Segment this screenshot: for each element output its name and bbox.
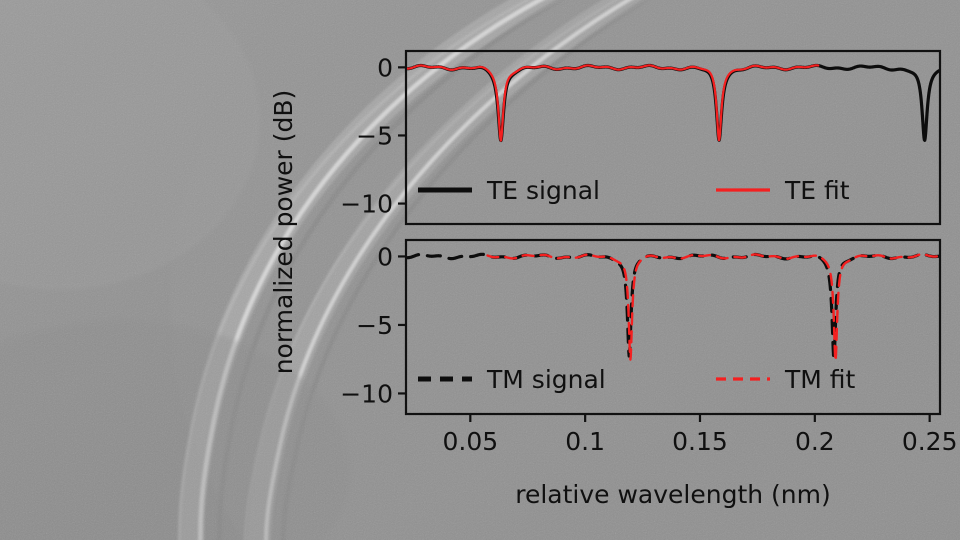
x-tick-label: 0.1 <box>565 427 605 456</box>
spectrum-trace <box>407 252 939 360</box>
y-tick-label: −5 <box>356 311 393 340</box>
x-tick-label: 0.15 <box>672 427 728 456</box>
spectrum-trace <box>486 253 939 362</box>
legend-label: TM signal <box>486 365 606 394</box>
legend-label: TE fit <box>784 176 850 205</box>
y-tick-label: −10 <box>340 190 393 219</box>
x-axis-ticks: 0.05 0.1 0.15 0.2 0.25 <box>442 414 958 456</box>
legend-label: TE signal <box>486 176 600 205</box>
panel-te: 0 −5 −10 TE signal TE fit <box>340 49 942 226</box>
x-tick-label: 0.05 <box>442 427 498 456</box>
x-axis-label: relative wavelength (nm) <box>515 480 831 509</box>
x-tick-label: 0.25 <box>902 427 958 456</box>
spectrum-trace <box>407 64 820 142</box>
y-axis-label: normalized power (dB) <box>269 90 298 375</box>
legend-label: TM fit <box>784 365 856 394</box>
spectrum-trace <box>407 63 939 143</box>
axes-frame <box>404 49 942 226</box>
y-tick-label: 0 <box>377 242 393 271</box>
panel-tm: 0 −5 −10 TM signal TM fit <box>340 238 942 416</box>
y-tick-label: 0 <box>377 53 393 82</box>
y-tick-label: −5 <box>356 121 393 150</box>
y-tick-label: −10 <box>340 379 393 408</box>
axes-frame <box>404 238 942 416</box>
x-tick-label: 0.2 <box>795 427 835 456</box>
